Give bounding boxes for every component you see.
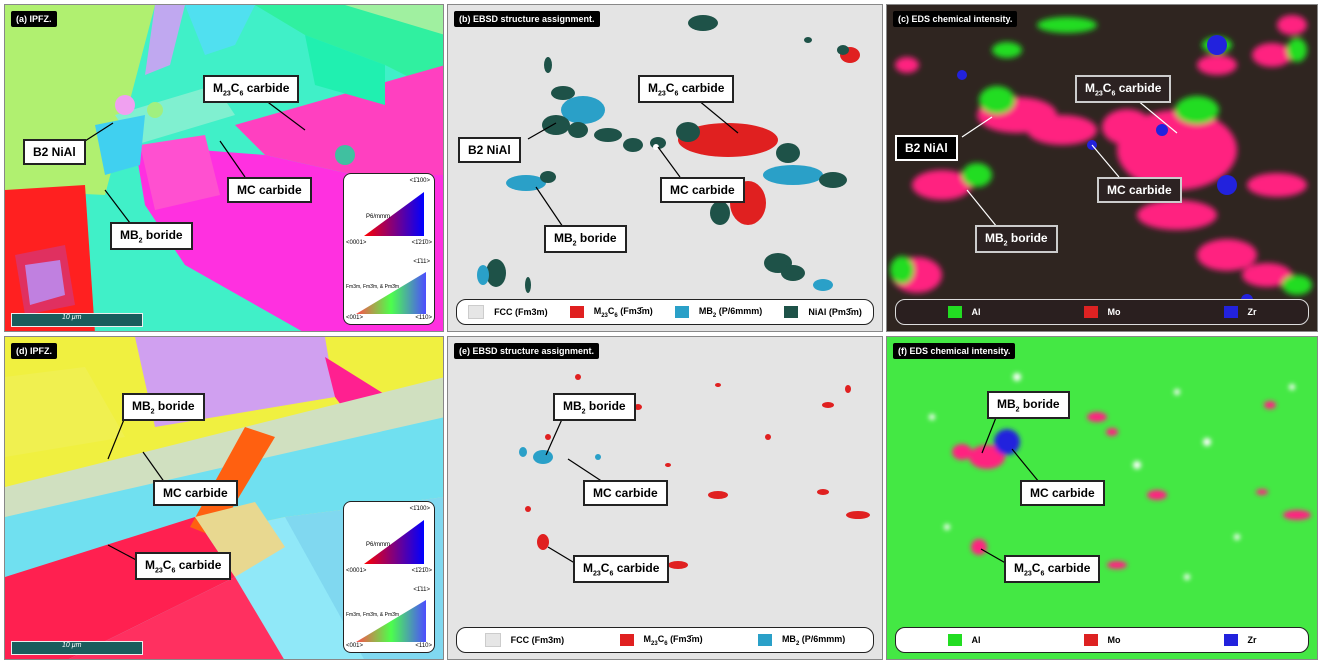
panel-c-label: (c) EDS chemical intensity. — [893, 11, 1018, 27]
callout-mc-e: MC carbide — [583, 480, 668, 506]
legend-f: Al Mo Zr — [895, 627, 1309, 653]
panel-f-eds: (f) EDS chemical intensity. MB2 boride M… — [886, 336, 1318, 660]
panel-a-label: (a) IPFZ. — [11, 11, 57, 27]
legend-item-fcc-e: FCC (Fm3m) — [484, 633, 564, 647]
panel-c-eds: (c) EDS chemical intensity. M23C6 carbid… — [886, 4, 1318, 332]
legend-item-fcc: FCC (Fm3m) — [468, 305, 548, 319]
panel-f-label: (f) EDS chemical intensity. — [893, 343, 1016, 359]
legend-item-m23c6-e: M23C6 (Fm3̄m) — [619, 634, 703, 646]
panel-d-label: (d) IPFZ. — [11, 343, 57, 359]
ipf-color-key-a: <1̄100> P6/mmm <0001> <1̄21̄0> <1̄11> Fm… — [343, 173, 435, 325]
callout-m23c6-f: M23C6 carbide — [1004, 555, 1101, 584]
legend-item-nial: NiAl (Pm3̄m) — [784, 306, 862, 318]
scalebar-d: 10 μm — [11, 641, 143, 655]
legend-item-al: Al — [947, 306, 981, 318]
legend-item-mb2: MB2 (P/6mmm) — [674, 306, 762, 318]
eds-map-f — [929, 373, 1311, 580]
callout-mb2-d: MB2 boride — [122, 393, 205, 422]
legend-item-zr-f: Zr — [1223, 634, 1257, 646]
callout-m23c6-e: M23C6 carbide — [573, 555, 670, 584]
callout-mc-d: MC carbide — [153, 480, 238, 506]
arrows-d — [107, 416, 166, 563]
callout-mb2-e: MB2 boride — [553, 393, 636, 422]
ebsd-map-b — [477, 15, 860, 293]
callout-b2-a: B2 NiAl — [23, 139, 86, 165]
callout-m23c6-c: M23C6 carbide — [1075, 75, 1172, 104]
panel-a-ipfz: (a) IPFZ. M23C6 carbide B2 NiAl MC carbi… — [4, 4, 444, 332]
panel-b-ebsd: (b) EBSD structure assignment. M23C6 car… — [447, 4, 883, 332]
ebsd-map-e — [519, 374, 870, 569]
legend-item-m23c6: M23C6 (Fm3̄m) — [569, 306, 653, 318]
ipf-color-key-d: <1̄100> P6/mmm <0001> <1̄21̄0> <1̄11> Fm… — [343, 501, 435, 653]
legend-e: FCC (Fm3m) M23C6 (Fm3̄m) MB2 (P/6mmm) — [456, 627, 874, 653]
callout-mb2-a: MB2 boride — [110, 222, 193, 251]
callout-mb2-c: MB2 boride — [975, 225, 1058, 254]
callout-mb2-b: MB2 boride — [544, 225, 627, 254]
legend-item-al-f: Al — [947, 634, 981, 646]
legend-item-zr: Zr — [1223, 306, 1257, 318]
callout-mc-c: MC carbide — [1097, 177, 1182, 203]
callout-mb2-f: MB2 boride — [987, 391, 1070, 420]
legend-b: FCC (Fm3m) M23C6 (Fm3̄m) MB2 (P/6mmm) Ni… — [456, 299, 874, 325]
callout-mc-a: MC carbide — [227, 177, 312, 203]
legend-c: Al Mo Zr — [895, 299, 1309, 325]
callout-mc-b: MC carbide — [660, 177, 745, 203]
panel-e-label: (e) EBSD structure assignment. — [454, 343, 600, 359]
panel-b-label: (b) EBSD structure assignment. — [454, 11, 600, 27]
callout-m23c6-a: M23C6 carbide — [203, 75, 300, 104]
callout-m23c6-b: M23C6 carbide — [638, 75, 735, 104]
legend-item-mo-f: Mo — [1083, 634, 1121, 646]
arrows-a — [84, 99, 306, 224]
panel-e-ebsd: (e) EBSD structure assignment. MB2 borid… — [447, 336, 883, 660]
legend-item-mo: Mo — [1083, 306, 1121, 318]
legend-item-mb2-e: MB2 (P/6mmm) — [757, 634, 845, 646]
scalebar-a: 10 μm — [11, 313, 143, 327]
callout-b2-c: B2 NiAl — [895, 135, 958, 161]
arrows-b — [527, 99, 739, 228]
callout-m23c6-d: M23C6 carbide — [135, 552, 232, 581]
arrows-c — [961, 99, 1178, 228]
callout-b2-b: B2 NiAl — [458, 137, 521, 163]
callout-mc-f: MC carbide — [1020, 480, 1105, 506]
panel-d-ipfz: (d) IPFZ. MB2 boride MC carbide M23C6 ca… — [4, 336, 444, 660]
